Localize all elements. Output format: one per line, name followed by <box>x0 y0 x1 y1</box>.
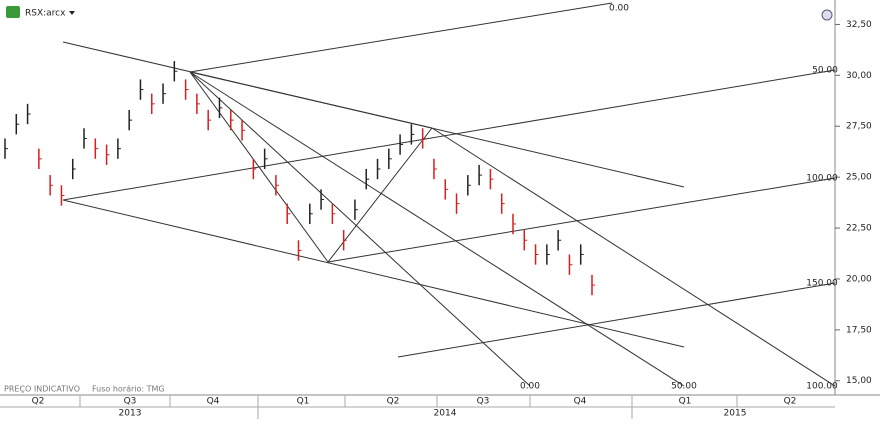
y-tick-label: 20,00 <box>846 274 872 284</box>
y-tick-label: 15,00 <box>846 376 872 386</box>
symbol[interactable]: RSX:arcx <box>25 9 66 19</box>
quarter-label: Q3 <box>124 397 137 407</box>
quarter-label: Q2 <box>32 397 45 407</box>
year-label: 2015 <box>724 409 747 419</box>
y-tick-label: 32,50 <box>846 20 872 30</box>
fib-label: 100.00 <box>806 174 838 184</box>
note: PREÇO INDICATIVO <box>4 385 80 394</box>
quarter-label: Q1 <box>679 397 692 407</box>
year-label: 2013 <box>119 409 142 419</box>
quarter-label: Q1 <box>297 397 310 407</box>
fib-label: 0.00 <box>520 382 540 392</box>
fib-label: 150.00 <box>806 279 838 289</box>
clock-icon[interactable] <box>821 9 833 21</box>
quarter-label: Q2 <box>387 397 400 407</box>
y-tick-label: 25,00 <box>846 173 872 183</box>
quarter-label: Q4 <box>574 397 587 407</box>
quarter-label: Q2 <box>784 397 797 407</box>
y-tick-label: 27,50 <box>846 122 872 132</box>
y-tick-label: 30,00 <box>846 71 872 81</box>
fib-label: 50.00 <box>812 66 838 76</box>
fib-label: 50.00 <box>671 382 697 392</box>
dropdown[interactable] <box>69 11 75 15</box>
trendlines <box>62 2 836 387</box>
year-label: 2014 <box>434 409 457 419</box>
symbol-icon <box>6 6 20 18</box>
fib-label: 100.00 <box>806 382 838 392</box>
fib-label: 0.00 <box>609 4 629 14</box>
quarter-label: Q4 <box>207 397 220 407</box>
timezone: Fuso horário: TMG <box>92 385 165 394</box>
quarter-label: Q3 <box>477 397 490 407</box>
y-tick-label: 17,50 <box>846 325 872 335</box>
y-tick-label: 22,50 <box>846 224 872 234</box>
